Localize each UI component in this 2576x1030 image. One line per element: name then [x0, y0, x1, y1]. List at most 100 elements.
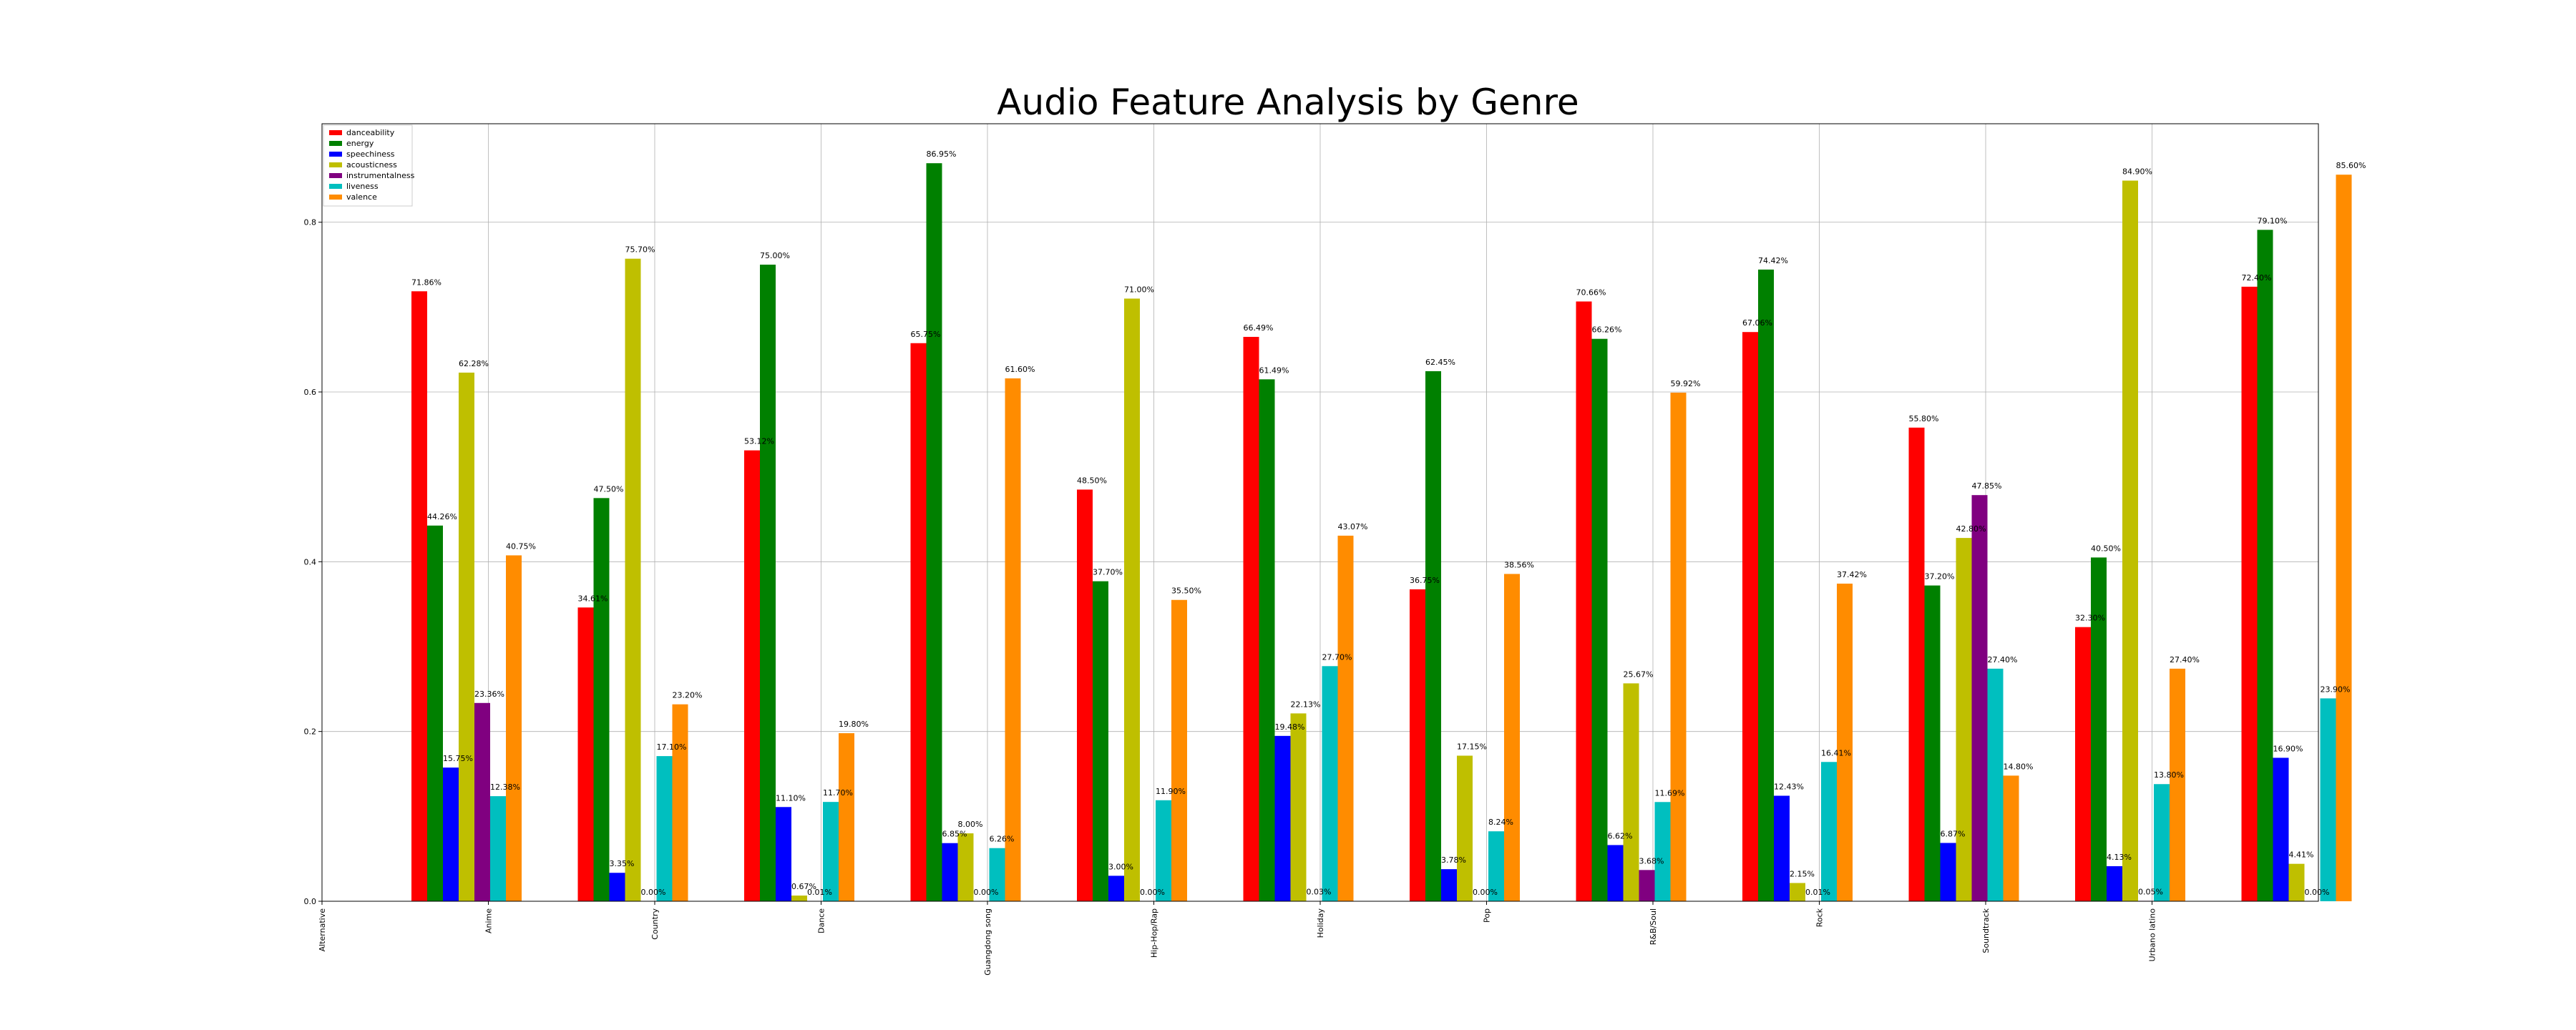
- data-label: 8.24%: [1488, 818, 1513, 827]
- data-label: 4.41%: [2289, 850, 2314, 860]
- data-label: 53.12%: [744, 437, 774, 446]
- y-tick-label: 0.0: [304, 897, 317, 906]
- data-label: 3.78%: [1441, 855, 1466, 865]
- x-tick-label: Anime: [484, 908, 494, 933]
- data-label: 70.66%: [1576, 288, 1606, 297]
- bar-danceability: [1908, 427, 1925, 901]
- data-label: 37.20%: [1925, 572, 1955, 582]
- data-label: 47.50%: [594, 484, 624, 494]
- bar-acousticness: [2122, 180, 2138, 902]
- legend-swatch: [329, 195, 342, 200]
- bar-valence: [1337, 535, 1354, 901]
- legend-label: instrumentalness: [346, 171, 415, 180]
- data-label: 47.85%: [1972, 481, 2002, 491]
- x-tick-label: R&B/Soul: [1649, 908, 1658, 945]
- bar-acousticness: [791, 896, 807, 901]
- bar-acousticness: [957, 833, 974, 901]
- x-tick-label: Guangdong song: [983, 908, 992, 976]
- data-label: 42.80%: [1956, 524, 1986, 534]
- data-label: 0.01%: [807, 888, 832, 897]
- bar-acousticness: [1290, 713, 1307, 901]
- data-label: 3.68%: [1639, 856, 1664, 865]
- legend-swatch: [329, 173, 342, 178]
- data-label: 11.69%: [1655, 788, 1685, 798]
- bar-energy: [1259, 379, 1275, 901]
- bar-speechiness: [942, 843, 958, 901]
- data-label: 66.26%: [1592, 325, 1622, 335]
- data-label: 11.90%: [1156, 787, 1186, 796]
- bar-instrumentalness: [1971, 495, 1988, 901]
- data-label: 32.30%: [2075, 614, 2105, 623]
- bar-speechiness: [443, 767, 459, 901]
- bar-energy: [1924, 585, 1941, 901]
- bar-danceability: [1243, 336, 1259, 901]
- legend: danceability energyspeechinessacousticnes…: [323, 124, 415, 207]
- bar-danceability: [1410, 589, 1425, 901]
- bar-valence: [1504, 574, 1520, 901]
- data-label: 72.40%: [2242, 273, 2272, 283]
- bar-energy: [2091, 557, 2107, 901]
- bar-danceability: [910, 343, 927, 902]
- legend-label: speechiness: [346, 149, 395, 159]
- bar-valence: [1670, 392, 1687, 901]
- legend-swatch: [329, 152, 342, 157]
- bars: [411, 163, 2352, 902]
- x-tick-label: Soundtrack: [1981, 908, 1991, 953]
- data-label: 65.75%: [911, 330, 941, 339]
- bar-liveness: [1322, 666, 1338, 901]
- data-label: 23.20%: [673, 691, 703, 700]
- bar-speechiness: [2107, 865, 2122, 901]
- axes: 0.0 0.2 0.4 0.6 0.8 Alternative Anime Country Da…: [304, 218, 2157, 976]
- data-label: 86.95%: [927, 149, 957, 159]
- data-label: 75.70%: [625, 245, 655, 255]
- data-label: 6.62%: [1608, 831, 1633, 840]
- data-label: 0.05%: [2138, 887, 2163, 896]
- bar-valence: [2003, 775, 2019, 901]
- bar-liveness: [1156, 800, 1171, 901]
- bar-acousticness: [2288, 863, 2305, 901]
- data-label: 62.45%: [1425, 358, 1455, 367]
- data-label: 12.43%: [1774, 782, 1804, 791]
- data-label: 13.80%: [2154, 770, 2184, 780]
- data-label: 0.00%: [1473, 888, 1498, 897]
- bar-acousticness: [459, 372, 474, 901]
- bar-energy: [926, 163, 942, 902]
- x-tick-label: Country: [650, 908, 660, 940]
- data-label: 8.00%: [958, 820, 983, 829]
- data-label: 0.00%: [974, 888, 999, 897]
- x-tick-label: Dance: [817, 908, 826, 933]
- data-label: 84.90%: [2122, 167, 2152, 177]
- data-label: 61.60%: [1005, 365, 1035, 374]
- bar-acousticness: [1457, 755, 1473, 901]
- bar-speechiness: [1441, 869, 1457, 901]
- bar-liveness: [2320, 698, 2336, 901]
- data-label: 6.87%: [1941, 829, 1966, 838]
- bar-speechiness: [1940, 843, 1956, 901]
- bar-energy: [760, 264, 776, 901]
- bar-liveness: [1987, 668, 2004, 901]
- y-tick-label: 0.8: [304, 218, 317, 227]
- data-label: 37.70%: [1093, 568, 1123, 577]
- bar-liveness: [823, 802, 839, 901]
- bar-energy: [1093, 581, 1108, 901]
- data-label: 23.36%: [474, 690, 504, 699]
- data-label: 0.03%: [1307, 888, 1332, 897]
- bar-acousticness: [1623, 683, 1639, 901]
- data-label: 16.41%: [1821, 748, 1851, 757]
- bar-energy: [1591, 338, 1608, 901]
- data-label: 44.26%: [427, 512, 457, 521]
- legend-swatch: [329, 141, 342, 146]
- data-label: 16.90%: [2273, 744, 2303, 753]
- data-label: 71.86%: [411, 278, 441, 287]
- bar-danceability: [1077, 489, 1093, 901]
- x-tick-label: Rock: [1815, 908, 1825, 927]
- bar-speechiness: [776, 807, 791, 901]
- data-label: 62.28%: [459, 359, 489, 368]
- bar-danceability: [1576, 301, 1592, 901]
- data-label: 4.13%: [2107, 853, 2132, 862]
- bar-speechiness: [1774, 795, 1790, 901]
- bar-danceability: [744, 450, 760, 901]
- legend-label: energy: [346, 139, 374, 148]
- bar-valence: [506, 555, 522, 901]
